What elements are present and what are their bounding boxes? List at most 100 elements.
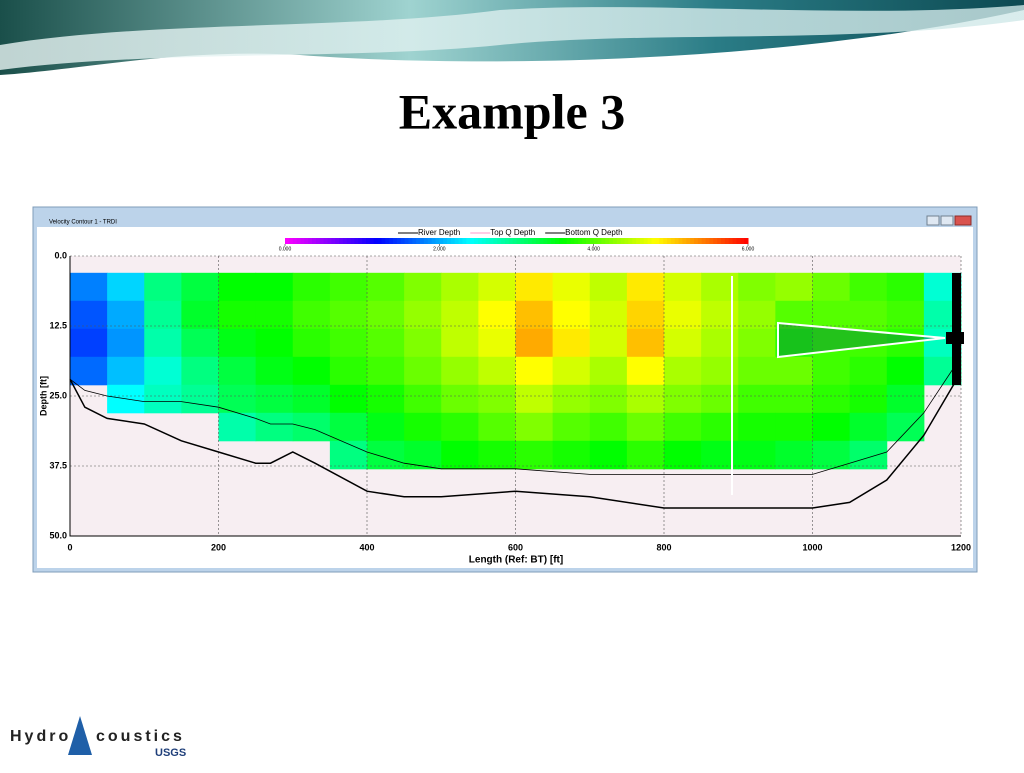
colorbar-segment <box>454 238 460 244</box>
velocity-cell <box>515 440 554 470</box>
velocity-cell <box>552 440 591 470</box>
colorbar-segment <box>597 238 602 244</box>
velocity-cell <box>664 300 702 330</box>
colorbar-segment <box>628 238 633 244</box>
close-button[interactable] <box>954 215 972 226</box>
colorbar-segment <box>427 238 433 244</box>
velocity-cell <box>181 328 219 358</box>
colorbar-segment <box>636 238 641 244</box>
velocity-cell <box>812 412 851 442</box>
velocity-cell <box>404 300 442 330</box>
logo-text: Hydro <box>10 728 71 745</box>
velocity-cell <box>738 356 776 386</box>
colorbar-segment <box>666 238 672 244</box>
logo-text: coustics <box>96 728 185 745</box>
colorbar-segment <box>624 238 629 244</box>
colorbar-segment <box>308 238 313 244</box>
velocity-cell <box>589 412 628 442</box>
velocity-cell <box>626 356 665 386</box>
legend-label: Bottom Q Depth <box>565 228 622 237</box>
x-tick-label: 0 <box>67 542 72 552</box>
axis-frame <box>69 256 961 537</box>
velocity-cell <box>552 384 591 414</box>
y-tick-label: 25.0 <box>49 390 67 400</box>
colorbar-segment <box>504 238 510 244</box>
colorbar-segment <box>686 238 691 244</box>
velocity-cell <box>849 384 888 414</box>
plot: 0 200 400 600 800 1000 1200 0.0 12.5 25.0 37.5 50.0… <box>49 228 971 552</box>
velocity-cell <box>441 412 479 442</box>
velocity-cell <box>404 412 442 442</box>
colorbar-segment <box>670 238 676 244</box>
colorbar-segment <box>423 238 429 244</box>
colorbar-segment <box>408 238 413 244</box>
velocity-cell <box>255 356 294 386</box>
colorbar-segment <box>312 238 317 244</box>
colorbar-segment <box>342 238 348 244</box>
velocity-cell <box>107 300 145 330</box>
colorbar-segment <box>520 238 525 244</box>
velocity-cell <box>589 300 628 330</box>
velocity-cell <box>589 384 628 414</box>
velocity-cell <box>664 412 702 442</box>
colorbar-segment <box>443 238 448 244</box>
maximize-button[interactable] <box>940 215 954 226</box>
colorbar-segment <box>678 238 683 244</box>
y-tick-label: 37.5 <box>49 460 67 470</box>
velocity-cell <box>515 356 554 386</box>
velocity-cell <box>886 356 925 386</box>
velocity-cell <box>255 384 294 414</box>
colorbar-segment <box>651 238 656 244</box>
colorbar-segment <box>551 238 556 244</box>
velocity-cell <box>552 412 591 442</box>
velocity-cell <box>775 272 813 302</box>
colorbar-segment <box>481 238 487 244</box>
colorbar-segment <box>609 238 614 244</box>
colorbar-segment <box>709 238 714 244</box>
velocity-cell <box>738 272 776 302</box>
logo: Hydro coustics USGS <box>10 716 186 759</box>
velocity-cell <box>701 384 739 414</box>
colorbar-segment <box>558 238 564 244</box>
velocity-cell <box>552 300 591 330</box>
colorbar-segment <box>663 238 668 244</box>
velocity-cell <box>626 300 665 330</box>
colorbar-segment <box>693 238 699 244</box>
depth-line <box>69 362 962 475</box>
velocity-cell <box>552 272 591 302</box>
velocity-cell <box>441 272 479 302</box>
velocity-cell <box>812 300 851 330</box>
velocity-cell <box>478 412 516 442</box>
velocity-cell <box>292 328 331 358</box>
velocity-cell <box>515 384 554 414</box>
minimize-button[interactable] <box>926 215 940 226</box>
colorbar-segment <box>736 238 741 244</box>
legend-label: River Depth <box>418 228 460 237</box>
velocity-cell <box>329 356 368 386</box>
colorbar-segment <box>528 238 533 244</box>
colorbar-segment <box>462 238 467 244</box>
velocity-cell <box>329 412 368 442</box>
colorbar-segment <box>705 238 710 244</box>
velocity-cell <box>329 384 368 414</box>
velocity-cell <box>478 328 516 358</box>
colorbar-segment <box>412 238 417 244</box>
velocity-cell <box>589 272 628 302</box>
velocity-cell <box>329 272 368 302</box>
colorbar-segment <box>639 238 645 244</box>
colorbar-segment <box>512 238 517 244</box>
colorbar-segment <box>431 238 436 244</box>
velocity-cell <box>478 356 516 386</box>
velocity-cell <box>181 384 219 414</box>
colorbar-segment <box>643 238 649 244</box>
colorbar-segment <box>447 238 452 244</box>
colorbar-segment <box>632 238 637 244</box>
velocity-cell <box>218 412 257 442</box>
velocity-cell <box>404 356 442 386</box>
velocity-cell <box>218 328 257 358</box>
colorbar-segment <box>285 238 290 244</box>
velocity-cell <box>738 440 776 470</box>
colorbar-segment <box>659 238 664 244</box>
colorbar-segment <box>339 238 344 244</box>
colorbar-segment <box>381 238 386 244</box>
